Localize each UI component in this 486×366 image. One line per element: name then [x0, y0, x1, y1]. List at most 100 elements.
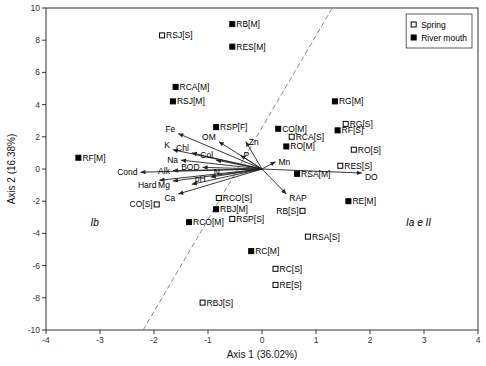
- y-tick-label: -4: [32, 228, 40, 238]
- x-tick: [100, 330, 101, 334]
- point-label: RC[S]: [280, 264, 303, 274]
- point-label: RSA[M]: [301, 169, 330, 179]
- point-label: RBJ[M]: [220, 204, 248, 214]
- point-label: RES[M]: [236, 42, 265, 52]
- point-label: CO[M]: [282, 124, 307, 134]
- arrow-label: Hard: [138, 180, 157, 190]
- arrow-label: pH: [195, 174, 206, 184]
- point: [230, 22, 235, 27]
- x-tick: [262, 330, 263, 334]
- arrow-shaft: [262, 162, 276, 169]
- y-tick-label: 8: [35, 35, 40, 45]
- point-label: RO[M]: [290, 141, 315, 151]
- reference-line: [143, 8, 332, 330]
- arrow-shaft: [262, 169, 286, 194]
- point-label: RB[M]: [236, 19, 260, 29]
- y-tick: [42, 40, 46, 41]
- point-label: RF[S]: [342, 125, 364, 135]
- legend-box: [406, 14, 472, 48]
- point: [335, 128, 340, 133]
- point-label: RC[M]: [255, 246, 279, 256]
- point: [273, 266, 278, 271]
- arrow-label: BOD: [181, 162, 199, 172]
- y-tick: [42, 330, 46, 331]
- point: [289, 134, 294, 139]
- legend-label: Spring: [421, 20, 446, 30]
- point-label: RES[S]: [344, 161, 372, 171]
- arrow-head: [178, 190, 183, 194]
- point: [295, 171, 300, 176]
- x-tick: [424, 330, 425, 334]
- annotation: Ib: [90, 217, 99, 228]
- point: [346, 199, 351, 204]
- x-tick-label: 0: [260, 335, 265, 345]
- point: [249, 249, 254, 254]
- point-label: RE[S]: [280, 280, 302, 290]
- point-label: RF[M]: [82, 153, 105, 163]
- arrow-head: [270, 162, 275, 166]
- arrow-label: Chl: [176, 143, 189, 153]
- x-tick: [154, 330, 155, 334]
- point: [187, 220, 192, 225]
- point: [76, 155, 81, 160]
- y-tick-label: 2: [35, 132, 40, 142]
- point: [230, 216, 235, 221]
- y-tick-label: -6: [32, 261, 40, 271]
- arrow-label: Col: [200, 150, 213, 160]
- y-tick: [42, 8, 46, 9]
- point: [230, 44, 235, 49]
- point-label: RO[S]: [358, 145, 381, 155]
- x-tick: [478, 330, 479, 334]
- arrow-head: [173, 178, 178, 182]
- point: [160, 33, 165, 38]
- x-tick-label: 3: [422, 335, 427, 345]
- point: [214, 207, 219, 212]
- x-tick-label: -1: [204, 335, 212, 345]
- x-axis-label: Axis 1 (36.02%): [227, 349, 298, 360]
- arrow: [262, 169, 286, 194]
- arrow-label: N: [214, 167, 220, 177]
- arrow-label: OM: [202, 132, 216, 142]
- x-tick: [208, 330, 209, 334]
- arrow: [262, 162, 276, 169]
- y-axis-label: Axis 2 (16.38%): [6, 134, 17, 205]
- labels: FeOMZnChlColPKNaBODCondAlkHardMgCapHNMnR…: [82, 19, 431, 308]
- y-tick: [42, 136, 46, 137]
- plot-frame: [46, 8, 478, 330]
- legend-label: River mouth: [421, 33, 467, 43]
- legend-marker: [411, 22, 416, 27]
- x-tick-label: 2: [368, 335, 373, 345]
- point-label: RSP[F]: [220, 122, 247, 132]
- point-label: RB[S]: [276, 206, 298, 216]
- y-tick-label: -2: [32, 196, 40, 206]
- arrow-label: Alk: [158, 166, 171, 176]
- arrow-head: [173, 168, 178, 172]
- arrow-label: Zn: [249, 137, 259, 147]
- point-label: RCO[M]: [193, 217, 224, 227]
- y-tick: [42, 265, 46, 266]
- arrow-label: RAP: [289, 193, 307, 203]
- arrow-head: [281, 189, 286, 194]
- x-tick-label: 4: [476, 335, 481, 345]
- annotation: Ia e II: [406, 217, 431, 228]
- y-tick: [42, 201, 46, 202]
- y-tick: [42, 233, 46, 234]
- point-label: CO[S]: [130, 199, 153, 209]
- y-tick: [42, 72, 46, 73]
- x-tick-label: -3: [96, 335, 104, 345]
- legend: Spring River mouth: [406, 14, 472, 48]
- point-label: RSP[S]: [236, 214, 264, 224]
- x-tick: [46, 330, 47, 334]
- series: [76, 22, 351, 254]
- y-tick-label: -10: [28, 325, 41, 335]
- arrow-shaft: [178, 169, 262, 194]
- point: [200, 300, 205, 305]
- arrow-head: [203, 165, 208, 169]
- axes: -4-3-2-101234-10-8-6-4-20246810: [28, 3, 481, 345]
- arrow-head: [219, 142, 224, 147]
- point: [154, 202, 159, 207]
- arrow-label: P: [243, 150, 249, 160]
- arrow-label: Cond: [117, 167, 138, 177]
- point: [284, 144, 289, 149]
- point: [216, 195, 221, 200]
